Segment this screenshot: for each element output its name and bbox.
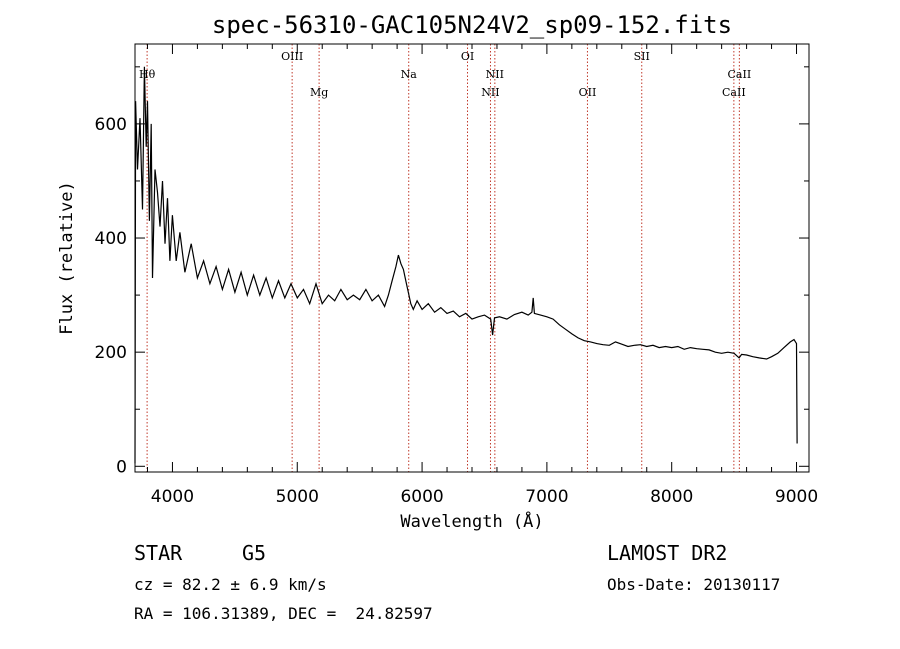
line-label: NII (481, 86, 499, 99)
y-tick-label: 200 (95, 343, 127, 363)
y-axis-label: Flux (relative) (57, 181, 77, 335)
redshift-readout: cz = 82.2 ± 6.9 km/s (134, 575, 327, 594)
survey-label: LAMOST DR2 (607, 541, 728, 565)
x-tick-label: 5000 (276, 487, 319, 507)
x-tick-label: 9000 (775, 487, 818, 507)
spectrum-line (134, 66, 798, 464)
line-labels: Hθ OIII Mg Na OI NII NII OII SII CaII CaII (139, 50, 751, 99)
x-tick-label: 6000 (400, 487, 443, 507)
line-label: OII (579, 86, 597, 99)
line-label: CaII (722, 86, 746, 99)
object-subclass: G5 (242, 541, 267, 565)
obs-date: Obs-Date: 20130117 (607, 575, 781, 594)
x-axis-label: Wavelength (Å) (400, 510, 543, 532)
chart-title: spec-56310-GAC105N24V2_sp09-152.fits (212, 11, 732, 39)
line-label: Na (401, 68, 418, 81)
line-label: SII (634, 50, 650, 63)
line-label: Hθ (139, 68, 156, 81)
line-label: OI (461, 50, 474, 63)
coordinates-readout: RA = 106.31389, DEC = 24.82597 (134, 604, 433, 623)
plot-frame (134, 43, 810, 473)
line-markers (146, 44, 740, 472)
line-label: CaII (728, 68, 752, 81)
line-label: NII (486, 68, 504, 81)
y-tick-label: 400 (95, 229, 127, 249)
y-tick-label: 0 (116, 457, 127, 477)
y-tick-label: 600 (95, 115, 127, 135)
line-label: OIII (281, 50, 303, 63)
x-tick-label: 8000 (650, 487, 693, 507)
object-class: STAR (134, 541, 183, 565)
line-label: Mg (310, 86, 328, 99)
x-tick-label: 4000 (151, 487, 194, 507)
x-tick-label: 7000 (525, 487, 568, 507)
axis-ticks: 4000 5000 6000 7000 8000 9000 0 200 400 600 (95, 44, 818, 507)
